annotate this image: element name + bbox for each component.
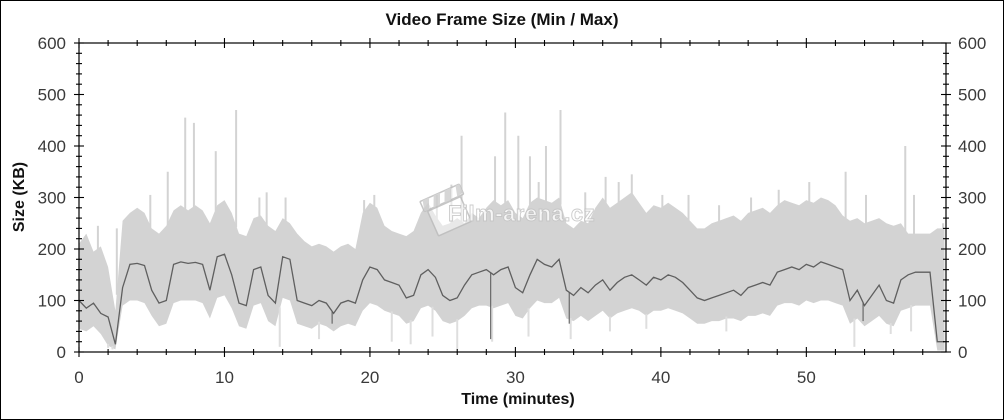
svg-text:30: 30 — [506, 368, 525, 387]
svg-text:400: 400 — [958, 137, 986, 156]
svg-text:200: 200 — [38, 240, 66, 259]
svg-text:0: 0 — [958, 343, 967, 362]
svg-text:500: 500 — [38, 86, 66, 105]
svg-text:300: 300 — [38, 189, 66, 208]
watermark-text: Film-arena.cz — [448, 201, 595, 226]
svg-text:500: 500 — [958, 86, 986, 105]
svg-text:40: 40 — [651, 368, 670, 387]
watermark: Film-arena.cz — [419, 183, 595, 237]
svg-text:400: 400 — [38, 137, 66, 156]
svg-text:300: 300 — [958, 189, 986, 208]
svg-text:200: 200 — [958, 240, 986, 259]
svg-text:20: 20 — [360, 368, 379, 387]
svg-text:100: 100 — [38, 292, 66, 311]
clapperboard-icon — [419, 183, 472, 237]
svg-text:0: 0 — [57, 343, 66, 362]
svg-text:10: 10 — [215, 368, 234, 387]
svg-text:600: 600 — [38, 34, 66, 53]
y-axis-title: Size (KB) — [11, 161, 28, 233]
svg-text:0: 0 — [74, 368, 83, 387]
x-axis-title: Time (minutes) — [461, 391, 575, 408]
chart-title: Video Frame Size (Min / Max) — [385, 10, 619, 29]
svg-text:100: 100 — [958, 292, 986, 311]
svg-text:600: 600 — [958, 34, 986, 53]
svg-text:50: 50 — [797, 368, 816, 387]
